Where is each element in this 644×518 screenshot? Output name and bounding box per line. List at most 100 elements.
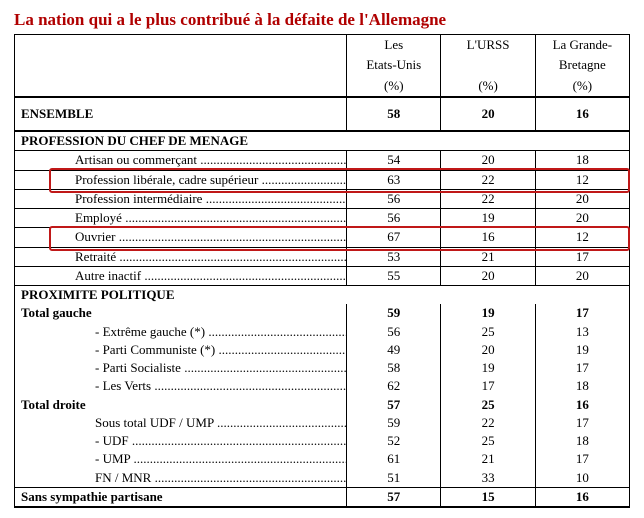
cell-value: 49 bbox=[347, 341, 441, 359]
table-row: Profession intermédiaire ...............… bbox=[15, 189, 630, 208]
row-label: Artisan ou commerçant ..................… bbox=[15, 151, 347, 170]
cell-value: 22 bbox=[441, 414, 535, 432]
sans-urss: 15 bbox=[441, 487, 535, 507]
cell-value: 54 bbox=[347, 151, 441, 170]
header-row-1: Les L'URSS La Grande- bbox=[15, 35, 630, 56]
table-row: Profession libérale, cadre supérieur ...… bbox=[15, 170, 630, 189]
col-header-us-2: Etats-Unis bbox=[347, 55, 441, 75]
cell-value: 20 bbox=[441, 266, 535, 285]
leader-dots: ........................................… bbox=[215, 342, 346, 357]
table-row: Employé ................................… bbox=[15, 209, 630, 228]
col-header-us-pct: (%) bbox=[347, 76, 441, 97]
cell-value: 20 bbox=[535, 209, 629, 228]
col-header-gb-pct: (%) bbox=[535, 76, 629, 97]
header-row-3: (%) (%) (%) bbox=[15, 76, 630, 97]
cell-value: 17 bbox=[441, 377, 535, 395]
ensemble-urss: 20 bbox=[441, 97, 535, 131]
cell-value: 51 bbox=[347, 469, 441, 488]
cell-value: 17 bbox=[535, 247, 629, 266]
cell-value: 20 bbox=[535, 266, 629, 285]
row-label: FN / MNR ...............................… bbox=[15, 469, 347, 488]
leader-dots: ........................................… bbox=[202, 191, 346, 206]
cell-value: 17 bbox=[535, 450, 629, 468]
row-label: Employé ................................… bbox=[15, 209, 347, 228]
section-politique-header: PROXIMITE POLITIQUE bbox=[15, 286, 630, 305]
total-droite-us: 57 bbox=[347, 396, 441, 414]
table-row: - Les Verts ............................… bbox=[15, 377, 630, 395]
leader-dots: ........................................… bbox=[205, 324, 347, 339]
table-row: FN / MNR ...............................… bbox=[15, 469, 630, 488]
total-droite-label: Total droite bbox=[15, 396, 347, 414]
total-gauche-row: Total gauche 59 19 17 bbox=[15, 304, 630, 322]
cell-value: 25 bbox=[441, 432, 535, 450]
row-label: Ouvrier ................................… bbox=[15, 228, 347, 247]
cell-value: 56 bbox=[347, 209, 441, 228]
cell-value: 20 bbox=[535, 189, 629, 208]
col-header-urss-2 bbox=[441, 55, 535, 75]
cell-value: 10 bbox=[535, 469, 629, 488]
leader-dots: ........................................… bbox=[129, 433, 347, 448]
cell-value: 55 bbox=[347, 266, 441, 285]
table-row: Ouvrier ................................… bbox=[15, 228, 630, 247]
col-header-gb-1: La Grande- bbox=[535, 35, 629, 56]
leader-dots: ........................................… bbox=[141, 268, 347, 283]
table-row: - Parti Communiste (*) .................… bbox=[15, 341, 630, 359]
row-label: - UMP ..................................… bbox=[15, 450, 347, 468]
cell-value: 61 bbox=[347, 450, 441, 468]
col-header-urss-pct: (%) bbox=[441, 76, 535, 97]
cell-value: 53 bbox=[347, 247, 441, 266]
cell-value: 17 bbox=[535, 414, 629, 432]
table-row: - Extrême gauche (*) ...................… bbox=[15, 323, 630, 341]
cell-value: 22 bbox=[441, 189, 535, 208]
leader-dots: ........................................… bbox=[197, 152, 347, 167]
cell-value: 20 bbox=[441, 151, 535, 170]
cell-value: 18 bbox=[535, 432, 629, 450]
cell-value: 12 bbox=[535, 170, 629, 189]
row-label: Profession libérale, cadre supérieur ...… bbox=[15, 170, 347, 189]
total-gauche-label: Total gauche bbox=[15, 304, 347, 322]
cell-value: 12 bbox=[535, 228, 629, 247]
politique-header-label: PROXIMITE POLITIQUE bbox=[15, 286, 630, 305]
total-droite-urss: 25 bbox=[441, 396, 535, 414]
cell-value: 13 bbox=[535, 323, 629, 341]
sans-sympathie-row: Sans sympathie partisane 57 15 16 bbox=[15, 487, 630, 507]
leader-dots: ........................................… bbox=[258, 172, 346, 187]
row-label: Profession intermédiaire ...............… bbox=[15, 189, 347, 208]
row-label: - Parti Communiste (*) .................… bbox=[15, 341, 347, 359]
row-label: - Parti Socialiste .....................… bbox=[15, 359, 347, 377]
col-header-gb-2: Bretagne bbox=[535, 55, 629, 75]
cell-value: 33 bbox=[441, 469, 535, 488]
cell-value: 17 bbox=[535, 359, 629, 377]
cell-value: 25 bbox=[441, 323, 535, 341]
total-gauche-gb: 17 bbox=[535, 304, 629, 322]
main-table: Les L'URSS La Grande- Etats-Unis Bretagn… bbox=[14, 34, 630, 508]
row-label: Retraité ...............................… bbox=[15, 247, 347, 266]
cell-value: 19 bbox=[441, 209, 535, 228]
leader-dots: ........................................… bbox=[151, 470, 346, 485]
ensemble-us: 58 bbox=[347, 97, 441, 131]
row-label: Sous total UDF / UMP ...................… bbox=[15, 414, 347, 432]
row-label: Autre inactif ..........................… bbox=[15, 266, 347, 285]
total-gauche-us: 59 bbox=[347, 304, 441, 322]
leader-dots: ........................................… bbox=[130, 451, 346, 466]
cell-value: 19 bbox=[441, 359, 535, 377]
row-label: - UDF ..................................… bbox=[15, 432, 347, 450]
table-row: - UMP ..................................… bbox=[15, 450, 630, 468]
cell-value: 58 bbox=[347, 359, 441, 377]
ensemble-row: ENSEMBLE 58 20 16 bbox=[15, 97, 630, 131]
cell-value: 18 bbox=[535, 377, 629, 395]
cell-value: 18 bbox=[535, 151, 629, 170]
ensemble-gb: 16 bbox=[535, 97, 629, 131]
row-label: - Extrême gauche (*) ...................… bbox=[15, 323, 347, 341]
table-row: - UDF ..................................… bbox=[15, 432, 630, 450]
table-row: Retraité ...............................… bbox=[15, 247, 630, 266]
cell-value: 21 bbox=[441, 450, 535, 468]
cell-value: 59 bbox=[347, 414, 441, 432]
row-label: - Les Verts ............................… bbox=[15, 377, 347, 395]
sans-label: Sans sympathie partisane bbox=[15, 487, 347, 507]
sans-us: 57 bbox=[347, 487, 441, 507]
col-header-us-1: Les bbox=[347, 35, 441, 56]
cell-value: 62 bbox=[347, 377, 441, 395]
leader-dots: ........................................… bbox=[116, 249, 346, 264]
header-row-2: Etats-Unis Bretagne bbox=[15, 55, 630, 75]
